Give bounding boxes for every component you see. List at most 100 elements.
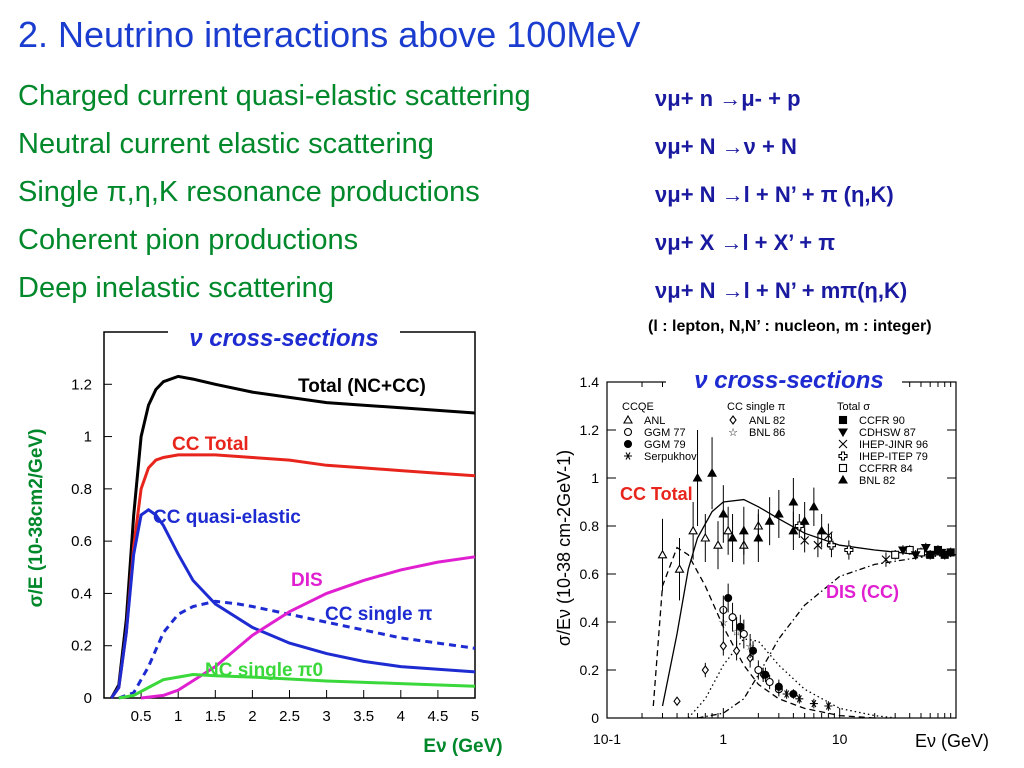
series-label: CC Total <box>620 484 693 504</box>
data-marker <box>816 525 827 535</box>
legend-item: GGM 79 <box>644 439 686 451</box>
y-tick-label: 1 <box>591 470 599 486</box>
triangle-marker <box>623 414 633 424</box>
legend-item: IHEP-JINR 96 <box>859 439 928 451</box>
data-marker <box>700 532 711 542</box>
legend-item: CCFRR 84 <box>859 463 913 475</box>
legend-group-title: CC single π <box>727 401 786 413</box>
reaction-item: νμ+ X →l + X’ + π <box>655 230 836 255</box>
data-marker <box>905 545 914 555</box>
title-backdrop <box>168 322 400 352</box>
chart-title: ν cross-sections <box>694 367 883 394</box>
data-marker <box>838 463 848 473</box>
data-marker <box>718 508 729 518</box>
data-marker <box>920 544 931 553</box>
diamond-marker <box>673 696 681 707</box>
y-tick-label: 0.6 <box>580 566 600 582</box>
triangle-down-marker <box>936 548 947 558</box>
data-marker <box>838 451 848 461</box>
asterisk-marker <box>824 702 833 710</box>
legend-item: CCFR 90 <box>859 415 905 427</box>
series-label: CC quasi-elastic <box>153 507 301 528</box>
process-item: Single π,η,K resonance productions <box>18 176 480 208</box>
y-tick-label: 0.4 <box>580 614 600 630</box>
triangle-marker <box>657 549 668 559</box>
triangle-marker <box>773 508 784 518</box>
triangle-marker <box>707 468 718 477</box>
series-label: Total (NC+CC) <box>298 376 426 397</box>
series-label: DIS (CC) <box>826 582 899 602</box>
triangle-marker <box>727 532 738 542</box>
title-backdrop <box>666 367 902 397</box>
series-line <box>118 672 476 700</box>
series-line <box>661 498 956 707</box>
series-line <box>140 555 476 700</box>
circle-marker <box>765 677 774 687</box>
triangle-marker <box>816 525 827 535</box>
x-tick-label: 2 <box>248 708 256 725</box>
x-tick-label: 1 <box>174 708 182 725</box>
circle-marker <box>754 665 763 675</box>
reaction-item: νμ+ N →ν + N <box>655 134 797 159</box>
data-marker <box>898 546 908 556</box>
data-marker <box>789 689 798 699</box>
data-marker: ☆ <box>718 617 728 629</box>
series-line <box>652 546 875 719</box>
data-marker <box>936 548 947 558</box>
y-tick-label: 0.2 <box>580 662 600 678</box>
circle-marker <box>623 427 633 437</box>
y-tick-label: 0 <box>84 690 92 707</box>
data-marker <box>723 525 734 535</box>
x-tick-label: 4.5 <box>427 708 448 725</box>
cross-marker <box>838 439 848 449</box>
data-marker <box>754 665 763 675</box>
x-tick-label: 5 <box>471 708 479 725</box>
data-marker <box>701 665 710 675</box>
triangle-marker <box>674 564 685 573</box>
circle-marker <box>761 670 770 679</box>
data-marker <box>799 516 810 525</box>
data-marker <box>764 516 775 525</box>
reaction-item: νμ+ N →l + N’ + π (η,K) <box>655 182 894 207</box>
series-label: NC single π0 <box>205 660 323 681</box>
data-marker <box>844 545 854 555</box>
x-tick-label: 2.5 <box>279 708 300 725</box>
data-marker <box>824 702 833 710</box>
series-line <box>687 638 896 719</box>
y-tick-label: 0.8 <box>71 481 92 498</box>
legend-item: Serpukhov <box>644 451 697 463</box>
y-tick-label: 1.4 <box>580 374 600 390</box>
cross-marker <box>881 555 891 564</box>
circle-marker <box>724 593 733 603</box>
triangle-marker <box>788 496 799 506</box>
process-item: Deep inelastic scattering <box>18 272 334 304</box>
square-marker <box>838 415 848 425</box>
data-marker <box>838 428 848 438</box>
series-label: DIS <box>291 570 323 591</box>
data-marker <box>773 508 784 518</box>
triangle-marker <box>808 501 819 511</box>
star-marker: ☆ <box>745 641 755 653</box>
data-marker <box>623 414 633 424</box>
square-marker <box>838 463 848 473</box>
y-tick-label: 1.2 <box>580 422 600 438</box>
series-label: CC single π <box>325 604 433 625</box>
data-marker <box>673 696 681 707</box>
triangle-down-marker <box>898 546 908 556</box>
data-marker <box>794 521 804 531</box>
y-tick-label: 1 <box>84 429 92 446</box>
x-tick-label: 10 <box>832 731 848 747</box>
data-marker <box>719 641 728 651</box>
data-marker <box>729 415 737 425</box>
legend-item: BNL 86 <box>749 427 785 439</box>
asterisk-marker <box>782 690 791 698</box>
y-axis-label: σ/Eν (10-38 cm-2GeV-1) <box>554 450 574 646</box>
data-marker <box>788 525 799 535</box>
data-marker <box>838 439 848 449</box>
legend-item: IHEP-ITEP 79 <box>859 451 928 463</box>
data-marker: ☆ <box>728 427 738 439</box>
reaction-list: νμ+ n →μ- + p νμ+ N →ν + N νμ+ N →l + N’… <box>655 82 907 322</box>
square-marker <box>891 550 900 559</box>
process-item: Charged current quasi-elastic scattering <box>18 80 531 112</box>
data-marker <box>707 468 718 477</box>
